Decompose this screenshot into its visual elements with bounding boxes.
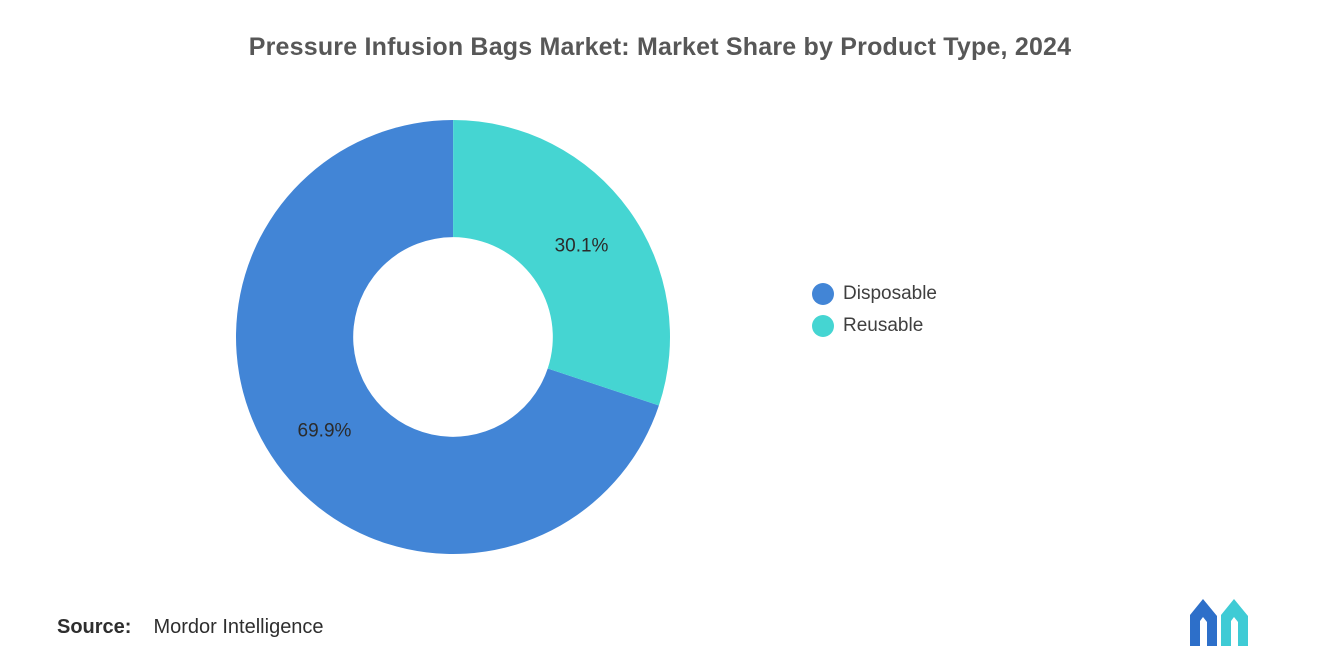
chart-title: Pressure Infusion Bags Market: Market Sh… [248,33,1072,61]
donut-slice-reusable[interactable] [453,120,670,406]
legend-item-disposable[interactable]: Disposable [812,283,937,305]
legend-dot [812,315,834,337]
slice-label-disposable: 69.9% [298,421,352,442]
legend-item-reusable[interactable]: Reusable [812,315,937,337]
source-label: Source: [57,616,132,638]
donut-chart-area: 69.9% 30.1% [233,117,673,557]
mordor-intelligence-logo [1190,599,1248,646]
slice-label-reusable: 30.1% [555,235,609,256]
source-row: Source: Mordor Intelligence [57,616,324,639]
donut-slice-disposable[interactable] [236,120,659,555]
legend-label: Reusable [843,315,924,336]
logo-left-shape [1190,599,1217,646]
source-name: Mordor Intelligence [153,616,324,638]
chart-legend: Disposable Reusable [812,283,937,337]
donut-chart: 69.9% 30.1% [236,120,670,555]
legend-dot [812,283,834,305]
legend-label: Disposable [843,283,937,304]
logo-right-shape [1221,599,1248,646]
